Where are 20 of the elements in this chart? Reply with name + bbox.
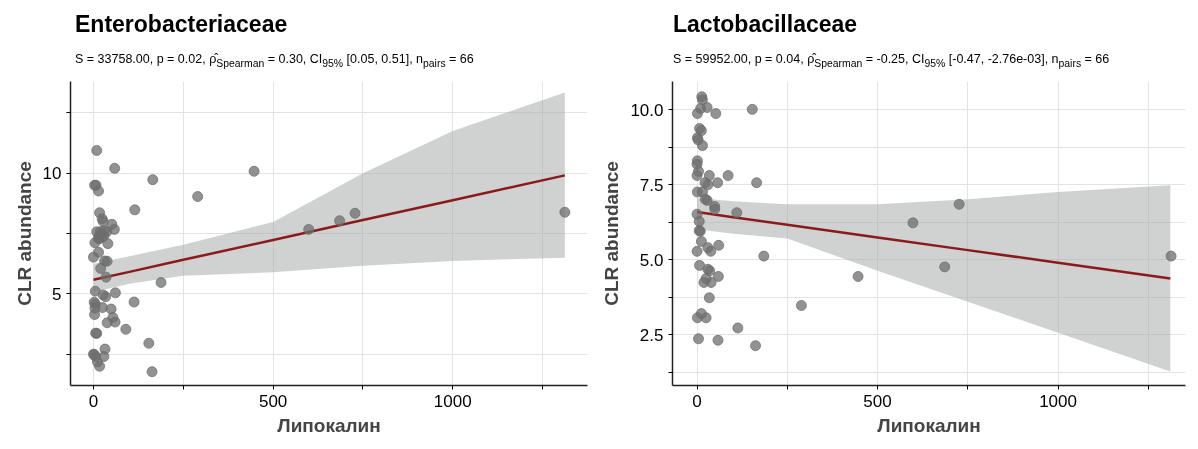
x-tick-label: 0 [88,391,99,411]
x-tick-label: 500 [258,391,288,411]
x-axis-title: Липокалин [277,414,381,436]
y-axis-title: CLR abundance [13,161,35,307]
x-tick-label: 500 [863,391,892,411]
y-tick-label: 5 [52,285,62,305]
y-tick-label: 5.0 [639,250,664,270]
y-tick-label: 10 [42,164,62,184]
chart-title: Enterobacteriaceae [75,11,288,37]
x-tick-label: 0 [692,391,702,411]
x-tick-label: 1000 [433,391,472,411]
y-tick-label: 7.5 [639,176,664,196]
chart-subtitle: S = 59952.00, p = 0.04, ρ̂$_{Spearman}$ = -0.25, CI$_{95%}$ [-0.47, -2.76e-03], n$_{pairs}$ = 66 [673,50,1110,71]
x-axis-title: Липокалин [877,414,981,436]
chart-title: Lactobacillaceae [673,11,858,37]
chart-subtitle: S = 33758.00, p = 0.02, ρ̂$_{Spearman}$ = 0.30, CI$_{95%}$ [0.05, 0.51], n$_{pairs}$ = 66 [75,50,474,71]
y-tick-label: 10.0 [630,101,664,121]
x-tick-label: 1000 [1039,391,1077,411]
y-axis-title: CLR abundance [601,161,623,307]
y-tick-label: 2.5 [639,325,664,345]
